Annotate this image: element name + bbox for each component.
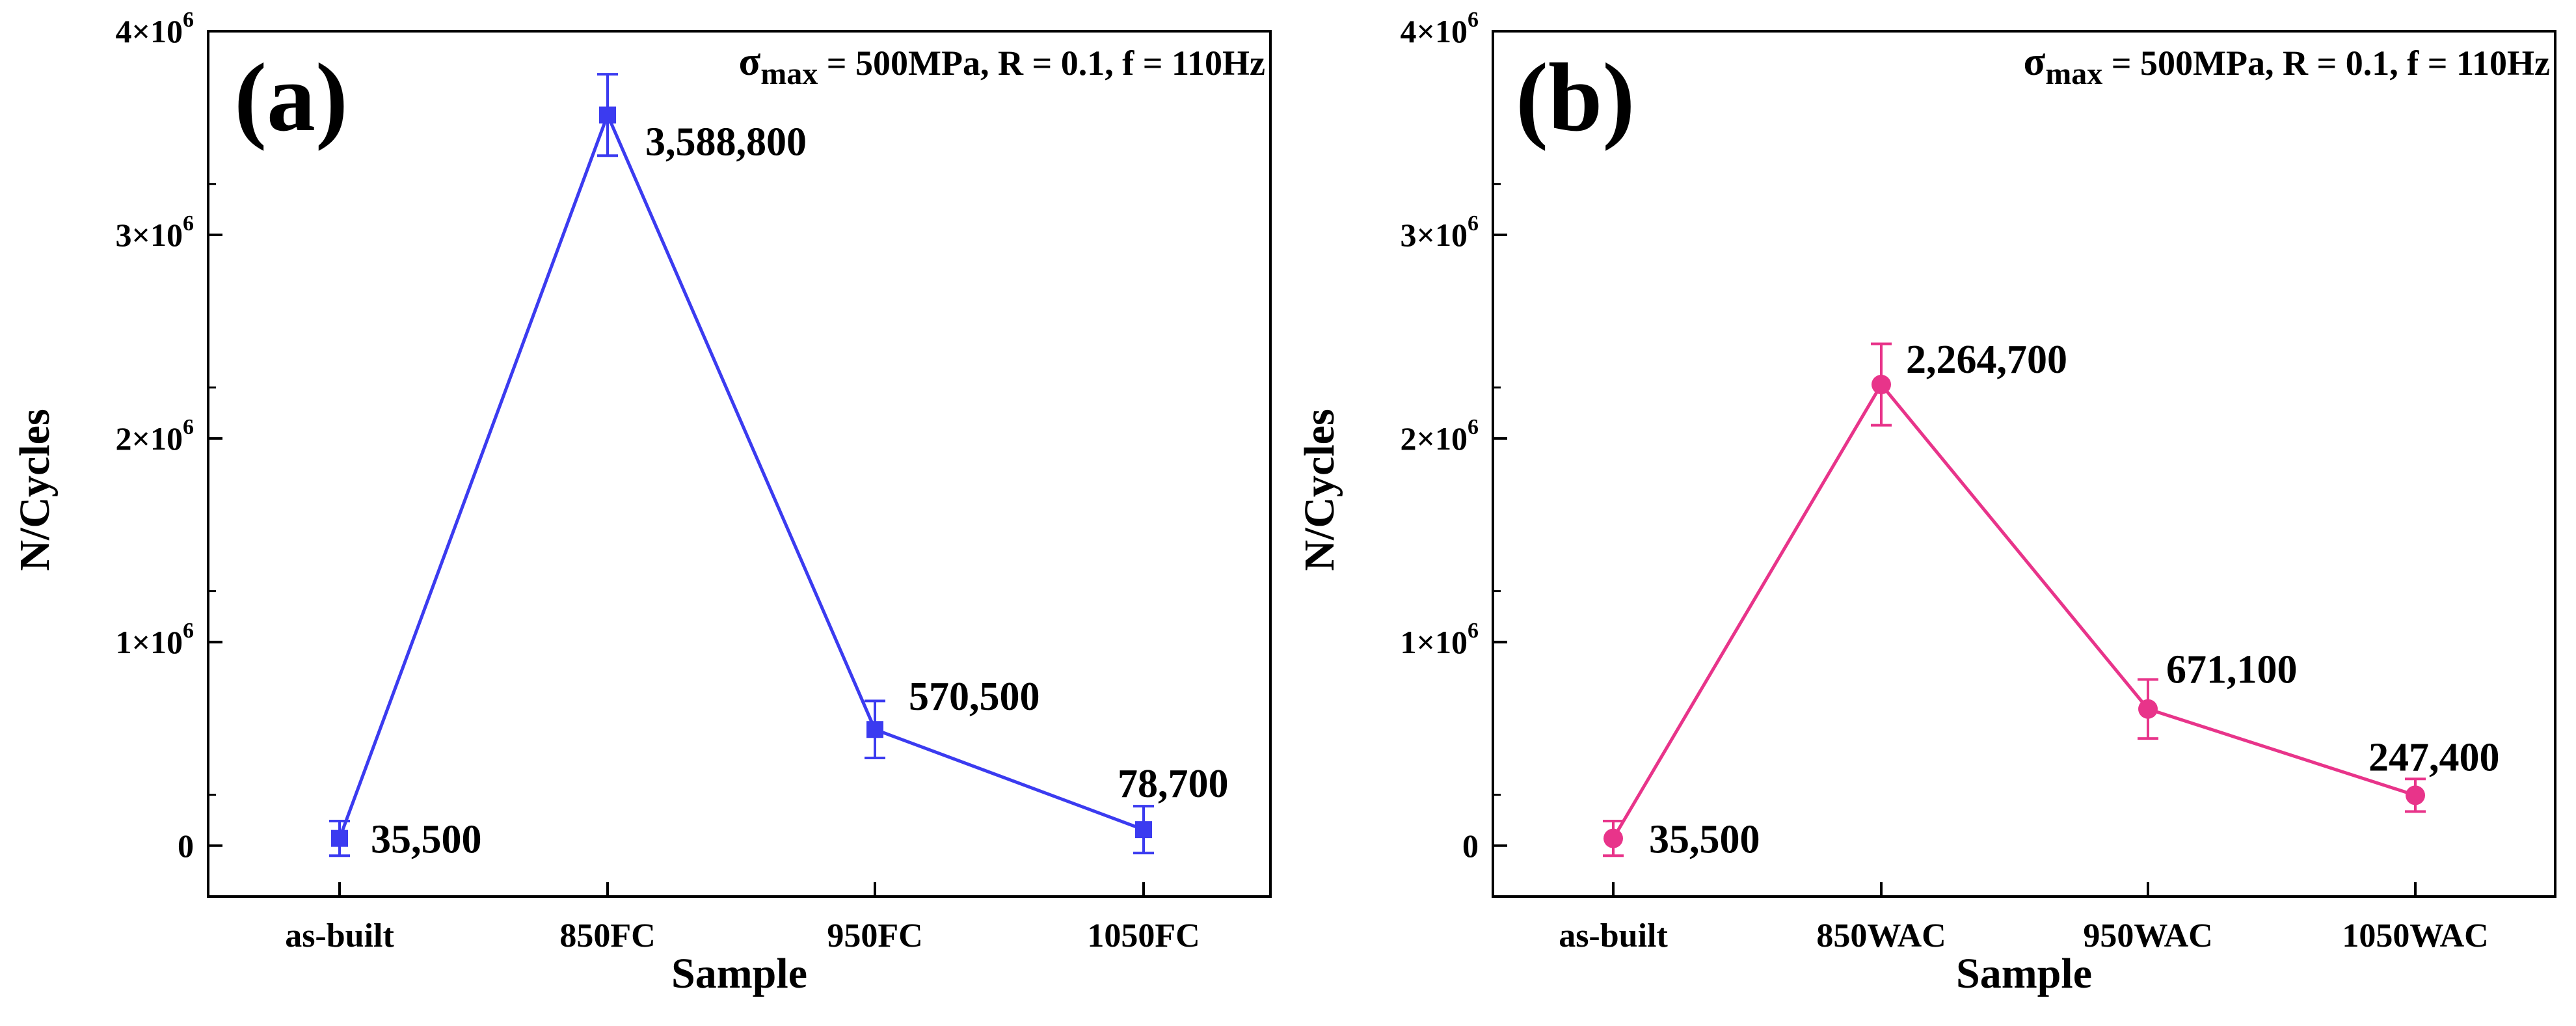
y-tick-label: 1×106 (116, 619, 195, 660)
condition-annotation: σmax = 500MPa, R = 0.1, f = 110Hz (2024, 40, 2550, 91)
y-tick-label: 3×106 (1401, 211, 1479, 253)
plot-frame (1492, 30, 2556, 898)
y-tick-label: 2×106 (116, 415, 195, 457)
condition-subscript: max (760, 57, 818, 91)
y-tick-label-exponent: 6 (183, 211, 194, 236)
y-tick-label-base: 1×10 (1401, 624, 1468, 660)
y-tick-label-base: 3×10 (116, 217, 183, 253)
y-tick-label-exponent: 6 (1468, 8, 1479, 32)
plot-frame (207, 30, 1272, 898)
y-tick-label: 4×106 (1401, 8, 1479, 49)
x-tick-label: 1050WAC (2342, 917, 2488, 954)
data-point (599, 106, 616, 124)
series-line (338, 110, 1144, 839)
y-tick-label-exponent: 6 (1468, 415, 1479, 439)
data-point (2138, 699, 2158, 719)
data-point (866, 721, 883, 738)
data-point (1872, 375, 1891, 395)
panel-label: (b) (1516, 44, 1635, 152)
condition-sigma: σ (739, 40, 761, 84)
data-label: 671,100 (2166, 648, 2298, 692)
y-tick-label-base: 2×10 (116, 420, 183, 457)
data-label: 2,264,700 (1906, 338, 2067, 382)
data-label: 247,400 (2368, 735, 2500, 779)
x-axis-title: Sample (1956, 950, 2092, 997)
condition-annotation: σmax = 500MPa, R = 0.1, f = 110Hz (739, 40, 1265, 91)
y-tick-label: 4×106 (116, 8, 195, 49)
y-tick-label: 0 (1462, 828, 1479, 864)
y-tick-label-base: 0 (178, 828, 194, 864)
y-axis-title: N/Cycles (11, 409, 59, 571)
data-label: 35,500 (371, 818, 482, 862)
x-axis-title: Sample (671, 950, 807, 997)
x-tick-label: 950FC (827, 917, 922, 954)
y-tick-label-exponent: 6 (183, 8, 194, 32)
data-point (1603, 828, 1623, 848)
panel-label: (a) (234, 44, 348, 152)
data-label: 570,500 (909, 675, 1040, 719)
y-tick-label: 3×106 (116, 211, 195, 253)
x-tick-label: 850WAC (1816, 917, 1946, 954)
y-tick-label: 1×106 (1401, 619, 1479, 660)
y-tick-label: 2×106 (1401, 415, 1479, 457)
condition-text: = 500MPa, R = 0.1, f = 110Hz (818, 44, 1265, 83)
data-point (2406, 785, 2425, 805)
condition-text: = 500MPa, R = 0.1, f = 110Hz (2102, 44, 2550, 83)
data-point (331, 830, 348, 847)
x-tick-label: 950WAC (2083, 917, 2212, 954)
x-tick-label: 1050FC (1087, 917, 1200, 954)
y-tick-label-exponent: 6 (183, 415, 194, 439)
series-line (1611, 381, 2416, 839)
y-tick-label-base: 1×10 (116, 624, 183, 660)
y-axis-title: N/Cycles (1296, 409, 1343, 571)
data-point (1135, 821, 1152, 839)
x-tick-label: as-built (285, 917, 394, 954)
x-tick-label: 850FC (559, 917, 655, 954)
y-tick-label-base: 2×10 (1401, 420, 1468, 457)
x-tick-label: as-built (1559, 917, 1668, 954)
y-tick-label-base: 3×10 (1401, 217, 1468, 253)
condition-sigma: σ (2024, 40, 2046, 84)
data-label: 35,500 (1649, 818, 1760, 862)
y-tick-label-base: 0 (1462, 828, 1479, 864)
y-tick-label: 0 (178, 828, 194, 864)
y-tick-label-exponent: 6 (1468, 211, 1479, 236)
data-label: 78,700 (1118, 762, 1229, 806)
y-tick-label-base: 4×10 (1401, 13, 1468, 49)
y-tick-label-exponent: 6 (1468, 619, 1479, 643)
y-tick-label-base: 4×10 (116, 13, 183, 49)
y-tick-label-exponent: 6 (183, 619, 194, 643)
data-label: 3,588,800 (645, 120, 807, 165)
condition-subscript: max (2045, 57, 2102, 91)
